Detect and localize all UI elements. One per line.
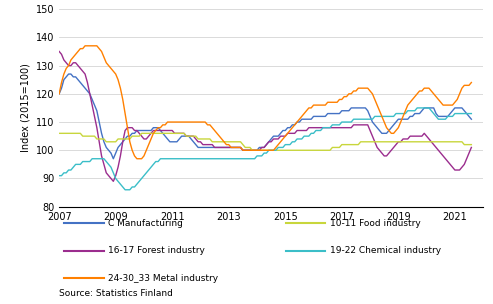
Text: 19-22 Chemical industry: 19-22 Chemical industry: [330, 246, 441, 255]
Text: 16-17 Forest industry: 16-17 Forest industry: [108, 246, 206, 255]
Text: 24-30_33 Metal industry: 24-30_33 Metal industry: [108, 274, 218, 283]
Text: 10-11 Food industry: 10-11 Food industry: [330, 219, 421, 228]
Y-axis label: Index (2015=100): Index (2015=100): [20, 64, 30, 152]
Text: Source: Statistics Finland: Source: Statistics Finland: [59, 289, 173, 298]
Text: C Manufacturing: C Manufacturing: [108, 219, 183, 228]
